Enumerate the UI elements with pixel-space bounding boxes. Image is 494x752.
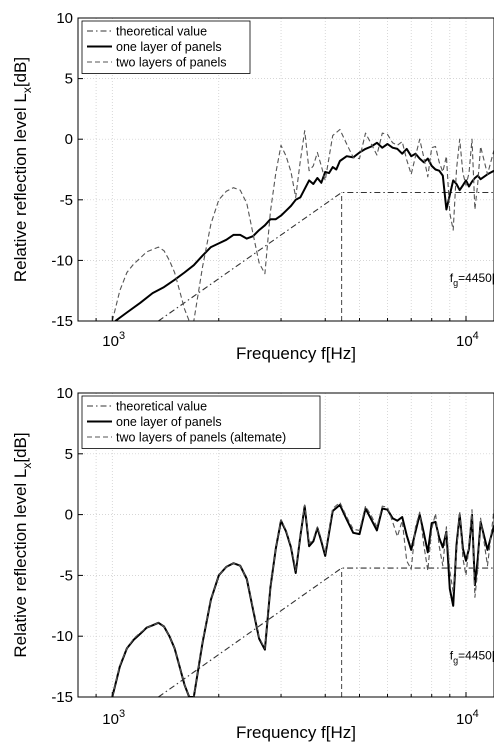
y-tick-label: -10 (51, 252, 73, 269)
cutoff-annotation: fg=4450[Hz] (450, 648, 494, 665)
y-axis-label: Relative reflection level Lx[dB] (11, 57, 34, 282)
y-tick-label: 5 (65, 71, 73, 88)
cutoff-annotation: fg=4450[Hz] (450, 271, 494, 288)
y-tick-label: -15 (51, 313, 73, 330)
x-tick-label: 103 (102, 708, 125, 728)
legend-entry: theoretical value (116, 400, 207, 414)
x-tick-label: 103 (102, 330, 125, 350)
legend-entry: one layer of panels (116, 40, 222, 54)
y-tick-label: -5 (60, 192, 73, 209)
legend-entry: theoretical value (116, 25, 207, 39)
y-tick-label: -5 (60, 567, 73, 584)
series-line-two-layers-of-panels-altemate- (111, 501, 494, 697)
axes-frame (77, 392, 494, 698)
y-tick-label: 5 (65, 446, 73, 463)
x-axis-label: Frequency f[Hz] (236, 344, 356, 363)
y-tick-label: 0 (65, 507, 73, 524)
legend-entry: two layers of panels (altemate) (116, 431, 286, 445)
y-tick-label: 0 (65, 131, 73, 148)
series-group (111, 128, 494, 321)
series-line-one-layer-of-panels (114, 141, 494, 321)
x-axis-label: Frequency f[Hz] (236, 723, 356, 742)
series-line-theoretical-value (158, 191, 494, 321)
legend-entry: one layer of panels (116, 415, 222, 429)
legend-entry: two layers of panels (116, 56, 226, 70)
x-tick-label: 104 (456, 708, 479, 728)
legend-box (81, 395, 321, 449)
series-line-theoretical-value (158, 567, 494, 697)
legend-box (81, 20, 251, 74)
chart-top: 10 5 0 -5 -10 -15 103 104 Frequency f[Hz] Relativ… (11, 10, 494, 363)
series-line-one-layer-of-panels (111, 503, 494, 697)
series-line-two-layers-of-panels (111, 128, 494, 321)
y-tick-label: -10 (51, 628, 73, 645)
y-tick-label: -15 (51, 689, 73, 706)
y-tick-label: 10 (56, 385, 73, 402)
series-group (111, 501, 494, 697)
x-tick-label: 104 (456, 330, 479, 350)
chart-bottom: 10 5 0 -5 -10 -15 103 104 Frequency f[Hz] Relativ… (11, 385, 494, 742)
axes-frame (77, 17, 494, 322)
y-tick-label: 10 (56, 10, 73, 27)
y-axis-label: Relative reflection level Lx[dB] (11, 432, 34, 657)
